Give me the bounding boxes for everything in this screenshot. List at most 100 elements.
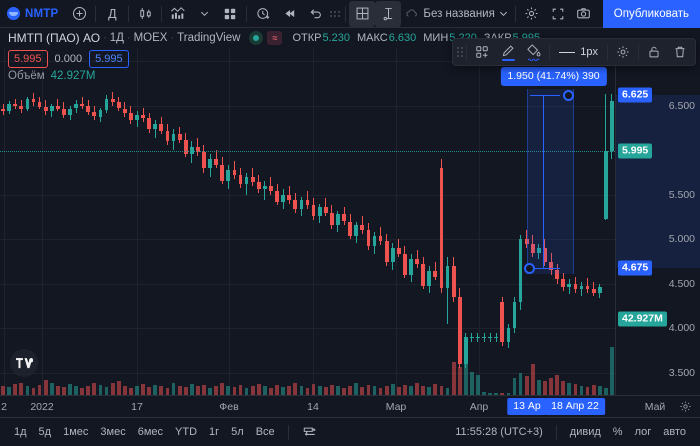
delete-button[interactable]: [667, 40, 693, 64]
layout-button[interactable]: [349, 0, 376, 27]
settings-button[interactable]: [519, 1, 545, 27]
candle-body: [506, 328, 511, 342]
templates-button[interactable]: [217, 1, 243, 27]
undo-button[interactable]: [302, 1, 328, 27]
candle-wick: [246, 173, 248, 195]
calendar-range-button[interactable]: [296, 422, 323, 442]
measurement-selection[interactable]: [527, 88, 574, 275]
measurement-label[interactable]: 1.950 (41.74%) 390: [500, 66, 607, 86]
symbol-source[interactable]: TradingView: [177, 32, 241, 44]
add-to-favorites-button[interactable]: [469, 40, 495, 64]
volume-bar: [470, 371, 474, 395]
alert-button[interactable]: [250, 1, 276, 27]
axis-badge-last-price[interactable]: 5.995: [618, 143, 653, 159]
symbol-title[interactable]: НМТП (ПАО) АО: [8, 31, 101, 45]
candle-body: [378, 235, 383, 242]
candle-body: [244, 177, 249, 185]
candle-wick: [477, 332, 479, 342]
chart-pane[interactable]: 1.950 (41.74%) 390: [0, 48, 615, 395]
drag-dots-icon[interactable]: [455, 45, 464, 60]
candle-wick: [471, 332, 473, 342]
replay-button[interactable]: [276, 1, 302, 27]
separator: ·: [126, 32, 131, 44]
measure-button[interactable]: [375, 0, 402, 27]
line-color-button[interactable]: [495, 40, 521, 64]
symbol-interval[interactable]: 1Д: [109, 32, 124, 44]
axis-badge-volume[interactable]: 42.927M: [618, 311, 667, 327]
option-log[interactable]: лог: [634, 426, 652, 438]
volume-bar: [62, 387, 66, 395]
range-button-6m[interactable]: 6мес: [137, 426, 164, 438]
option-auto[interactable]: авто: [663, 426, 686, 438]
range-button-1m[interactable]: 1мес: [63, 426, 89, 438]
volume-bar: [7, 387, 11, 395]
option-percent[interactable]: %: [612, 426, 623, 438]
range-button-ytd[interactable]: YTD: [175, 426, 198, 438]
interval-button[interactable]: Д: [99, 1, 125, 27]
range-button-3m[interactable]: 3мес: [100, 426, 126, 438]
indicators-button[interactable]: [165, 1, 191, 27]
volume-bar: [494, 392, 499, 395]
volume-bar: [323, 387, 328, 395]
volume-bar: [165, 388, 170, 395]
candle-body: [129, 112, 133, 121]
data-delay-icon[interactable]: ≈: [267, 31, 283, 45]
fullscreen-button[interactable]: [545, 1, 571, 27]
time-axis-gear-icon[interactable]: [679, 400, 692, 413]
candle-body: [494, 337, 499, 339]
gridline-horizontal: [0, 239, 615, 241]
layout-title-group[interactable]: Без названия: [401, 1, 511, 27]
volume-bar: [49, 383, 54, 395]
background-color-button[interactable]: [521, 40, 547, 64]
overflow-dots-icon[interactable]: [330, 6, 341, 22]
chart-style-button[interactable]: [132, 1, 158, 27]
time-badge-end[interactable]: 18 Апр 22: [545, 398, 605, 415]
measurement-handle-top[interactable]: [563, 89, 574, 101]
range-button-5y[interactable]: 5л: [231, 426, 244, 438]
volume-bar: [305, 388, 310, 395]
chevron-down-icon[interactable]: [191, 1, 217, 27]
volume-bar: [196, 386, 200, 395]
clock-label: 11:55:28 (UTC+3): [455, 426, 543, 438]
volume-bar: [585, 387, 590, 395]
range-button-5d[interactable]: 5д: [38, 426, 52, 438]
range-button-1y[interactable]: 1г: [209, 426, 220, 438]
volume-label[interactable]: Объём: [8, 70, 45, 82]
candle-body: [597, 287, 602, 293]
lock-button[interactable]: [641, 40, 667, 64]
symbol-logo-group[interactable]: NMTP: [0, 7, 66, 20]
axis-badge-low[interactable]: 4.675: [618, 260, 653, 276]
add-symbol-button[interactable]: [66, 1, 92, 27]
range-button-all[interactable]: Все: [255, 426, 275, 438]
volume-bar: [543, 381, 547, 395]
volume-bar: [506, 392, 511, 395]
volume-bar: [183, 387, 188, 395]
range-button-1d[interactable]: 1д: [14, 426, 27, 438]
time-badge-start[interactable]: 13 Ар: [507, 398, 547, 415]
snapshot-button[interactable]: [571, 1, 597, 27]
candle-body: [451, 265, 456, 298]
legend-mid-value: 0.000: [54, 53, 83, 65]
volume-bar: [171, 382, 176, 395]
line-width-button[interactable]: 1px: [552, 40, 605, 64]
candle-body: [25, 98, 30, 110]
publish-button[interactable]: Опубликовать: [602, 0, 700, 28]
gridline-vertical: [313, 48, 314, 395]
volume-bar: [354, 383, 359, 395]
symbol-exchange[interactable]: MOEX: [133, 32, 168, 44]
measurement-handle-bottom[interactable]: [524, 263, 535, 275]
option-dividends[interactable]: дивид: [569, 426, 601, 438]
legend-low-box[interactable]: 5.995: [8, 50, 48, 68]
price-axis[interactable]: 7.0006.5005.5005.0004.5004.0003.5006.625…: [615, 48, 700, 395]
market-status-icon[interactable]: [249, 31, 264, 45]
time-axis[interactable]: 2 2022 17 Фев 14 Мар Апр Май 13 Ар 18 Апр 22: [0, 395, 700, 418]
gridline-vertical: [4, 48, 5, 395]
candle-body: [543, 248, 547, 263]
axis-badge-high[interactable]: 6.625: [618, 87, 653, 103]
time-axis-tick: Апр: [469, 401, 489, 413]
drawing-settings-button[interactable]: [610, 40, 636, 64]
candle-body: [518, 239, 523, 302]
background-color-swatch: [527, 58, 540, 61]
legend-high-box[interactable]: 5.995: [89, 50, 129, 68]
symbol-status-badges: ≈: [249, 31, 283, 45]
